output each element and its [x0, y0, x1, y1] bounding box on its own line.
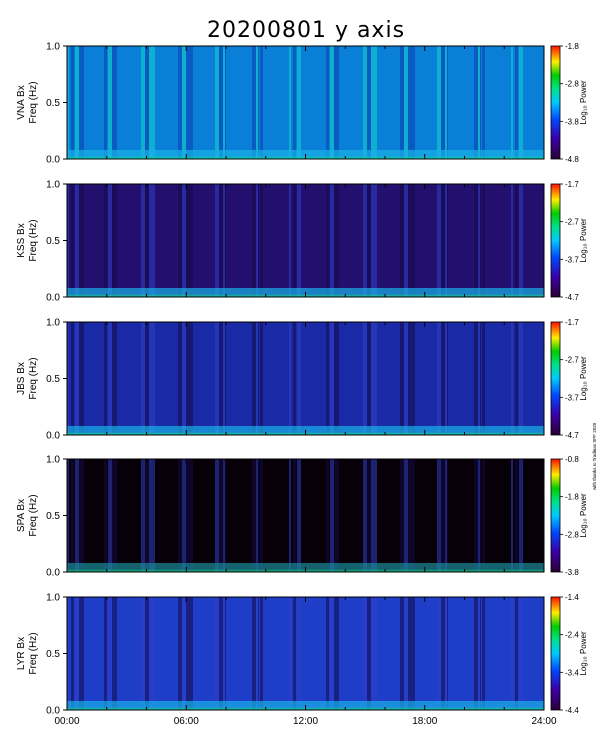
station-label: KSS Bx	[16, 223, 27, 257]
station-label: VNA Bx	[16, 85, 27, 119]
colorbar-tick-label: -2.7	[565, 218, 579, 227]
colorbar-label: Log₁₀ Power	[579, 356, 588, 401]
y-tick-label: 0.5	[46, 511, 60, 522]
y-axis-label: Freq (Hz)	[28, 219, 39, 261]
colorbar-label: Log₁₀ Power	[579, 493, 588, 538]
colorbar-tick-label: -4.8	[565, 155, 579, 164]
credit-text: with thanks to Tradinas SPF 2020	[592, 422, 597, 490]
colorbar-tick-label: -3.4	[565, 668, 579, 677]
colorbar-tick-label: -3.7	[565, 393, 579, 402]
y-tick-label: 1.0	[46, 42, 60, 53]
colorbar-tick-label: -3.8	[565, 117, 579, 126]
spectrogram-image	[67, 597, 544, 710]
spectrogram-image	[67, 322, 544, 435]
colorbar-tick-label: -2.4	[565, 631, 579, 640]
spectrogram-image	[67, 459, 544, 572]
station-label: SPA Bx	[16, 499, 27, 532]
x-tick-label: 00:00	[54, 716, 79, 727]
y-tick-label: 1.0	[46, 455, 60, 466]
spectrogram-image	[67, 46, 544, 159]
y-tick-label: 0.5	[46, 649, 60, 660]
colorbar-tick-label: -0.8	[565, 455, 579, 464]
colorbar	[550, 458, 561, 573]
colorbar-label: Log₁₀ Power	[579, 80, 588, 125]
station-label: LYR Bx	[16, 637, 27, 670]
colorbar-tick-label: -4.7	[565, 293, 579, 302]
figure-title: 20200801 y axis	[206, 18, 406, 43]
colorbar-tick-label: -1.8	[565, 493, 579, 502]
y-tick-label: 1.0	[46, 593, 60, 604]
x-tick-label: 06:00	[174, 716, 199, 727]
y-tick-label: 0.5	[46, 236, 60, 247]
colorbar-tick-label: -1.4	[565, 593, 579, 602]
colorbar	[550, 45, 561, 160]
colorbar-label: Log₁₀ Power	[579, 631, 588, 676]
station-label: JBS Bx	[16, 362, 27, 395]
y-tick-label: 0.0	[46, 431, 60, 442]
y-tick-label: 0.5	[46, 98, 60, 109]
y-tick-label: 0.0	[46, 568, 60, 579]
colorbar-tick-label: -1.7	[565, 180, 579, 189]
colorbar-tick-label: -2.7	[565, 356, 579, 365]
y-tick-label: 0.0	[46, 706, 60, 717]
colorbar	[550, 596, 561, 711]
y-tick-label: 0.0	[46, 155, 60, 166]
x-tick-label: 24:00	[531, 716, 556, 727]
colorbar-label: Log₁₀ Power	[579, 218, 588, 263]
y-axis-label: Freq (Hz)	[28, 81, 39, 123]
y-tick-label: 1.0	[46, 318, 60, 329]
y-axis-label: Freq (Hz)	[28, 494, 39, 536]
y-tick-label: 0.5	[46, 374, 60, 385]
colorbar-tick-label: -3.8	[565, 568, 579, 577]
colorbar-tick-label: -4.4	[565, 706, 579, 715]
colorbar-tick-label: -1.7	[565, 318, 579, 327]
colorbar-tick-label: -3.7	[565, 255, 579, 264]
colorbar	[550, 183, 561, 298]
colorbar-tick-label: -2.8	[565, 80, 579, 89]
y-tick-label: 1.0	[46, 180, 60, 191]
colorbar-tick-label: -2.8	[565, 530, 579, 539]
colorbar	[550, 321, 561, 436]
colorbar-tick-label: -4.7	[565, 431, 579, 440]
x-tick-label: 18:00	[412, 716, 437, 727]
spectrogram-image	[67, 184, 544, 297]
y-axis-label: Freq (Hz)	[28, 357, 39, 399]
colorbar-tick-label: -1.8	[565, 42, 579, 51]
y-axis-label: Freq (Hz)	[28, 632, 39, 674]
y-tick-label: 0.0	[46, 293, 60, 304]
x-tick-label: 12:00	[293, 716, 318, 727]
